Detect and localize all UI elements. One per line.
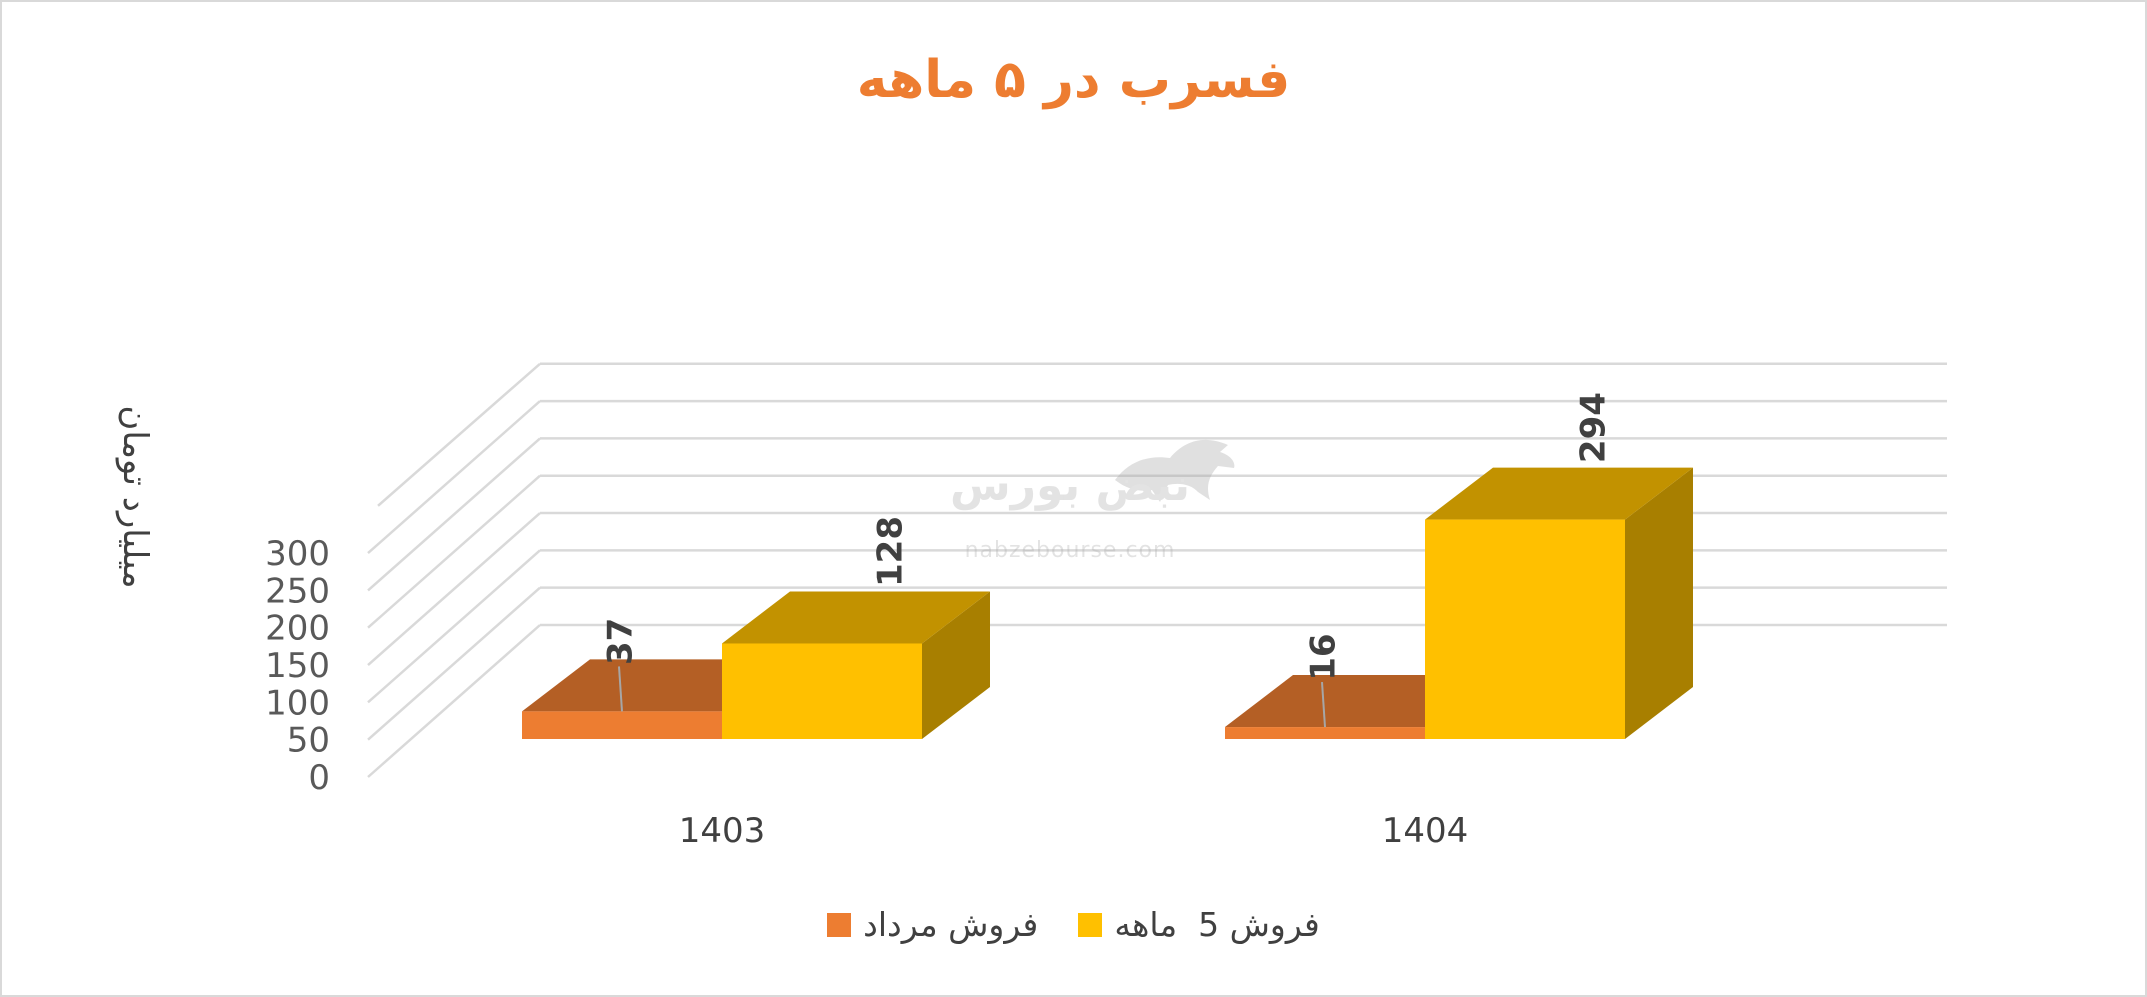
y-tick-label: 200 [265,609,330,649]
y-tick-label: 50 [287,721,330,761]
gridline-side [367,586,541,741]
bar-top [1425,467,1693,520]
gridline-side [367,624,541,778]
gridline-side [367,549,541,704]
gridline-side [367,437,541,592]
bar-side [1625,467,1693,739]
bar [722,643,922,739]
watermark-logo: نبض بورس [950,460,1190,511]
legend-item: فروش 5 ماهه [1078,905,1320,944]
chart-title: فسرب در ۵ ماهه [856,50,1291,110]
gridline-side [367,474,541,629]
data-label-leader [618,666,623,712]
bar-top [722,591,990,644]
y-tick-label: 300 [265,534,330,574]
data-label: 37 [601,618,641,665]
legend-label: فروش مرداد [863,905,1039,944]
y-tick-label: 150 [265,646,330,686]
legend-swatch [827,912,852,937]
bar [1225,727,1425,739]
legend-swatch [1078,912,1103,937]
y-tick-label: 100 [265,683,330,723]
bar [1425,519,1625,739]
y-tick-label: 250 [265,571,330,611]
bull-icon [1115,439,1235,502]
bar-side [922,591,990,739]
watermark: نبض بورس nabzebourse.com [900,430,1240,570]
x-tick-label: 1403 [679,811,766,851]
data-label: 16 [1304,633,1344,680]
data-label: 294 [1574,392,1614,463]
legend: فروش مرداد فروش 5 ماهه [0,905,2147,944]
watermark-url: nabzebourse.com [964,538,1176,563]
y-tick-label: 0 [308,758,330,798]
gridline-side [377,362,541,507]
gridline-side [367,512,541,666]
x-tick-label: 1404 [1382,811,1469,851]
data-label-leader [1321,681,1326,728]
legend-item: فروش مرداد [827,905,1038,944]
data-label: 128 [871,516,911,587]
gridline-side [367,400,541,555]
bar [522,711,722,739]
legend-label: فروش 5 ماهه [1114,905,1320,944]
